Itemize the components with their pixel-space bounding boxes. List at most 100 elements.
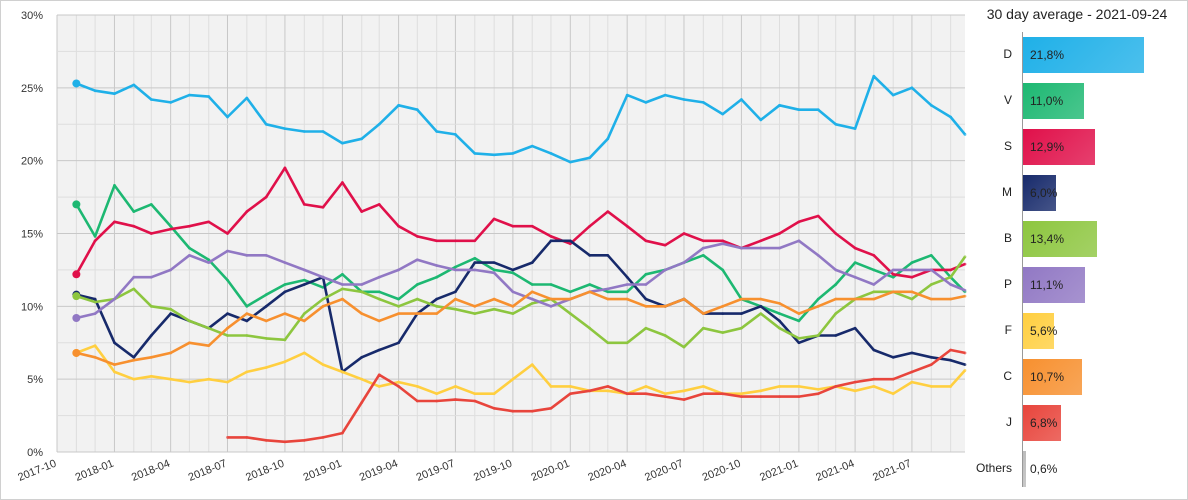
y-tick-label: 5%: [27, 374, 43, 386]
data-point-S: [302, 202, 306, 206]
bar-row-v: V 11,0%: [968, 83, 1186, 119]
data-point-P: [454, 268, 457, 272]
data-point-B: [264, 336, 268, 340]
data-point-P: [549, 304, 553, 308]
data-point-S: [663, 243, 667, 247]
data-point-F: [511, 377, 515, 381]
data-point-B: [644, 326, 648, 330]
data-point-B: [816, 334, 820, 337]
data-point-J: [910, 370, 914, 374]
data-point-J: [549, 406, 553, 410]
data-point-B: [207, 326, 211, 330]
data-point-S: [606, 210, 610, 214]
data-point-F: [568, 385, 572, 388]
data-point-P: [302, 268, 306, 272]
data-point-C: [149, 355, 153, 359]
x-tick-label: 2021-01: [758, 458, 800, 484]
data-point-P: [816, 253, 820, 257]
data-point-D: [740, 98, 743, 101]
data-point-P: [93, 312, 97, 316]
data-point-S: [759, 239, 763, 243]
data-point-C: [721, 304, 725, 308]
bar-row-p: P 11,1%: [968, 267, 1186, 303]
series-start-marker-D: [72, 79, 81, 88]
bar-label: C: [1003, 369, 1012, 383]
data-point-V: [187, 246, 191, 250]
data-point-D: [473, 151, 477, 155]
data-point-C: [93, 355, 97, 359]
bar-m: [1023, 175, 1057, 211]
data-point-B: [949, 275, 953, 279]
data-point-S: [321, 205, 325, 209]
data-point-J: [740, 395, 743, 399]
data-point-C: [549, 297, 553, 301]
data-point-S: [721, 239, 725, 243]
data-point-S: [207, 220, 211, 224]
data-point-F: [682, 389, 686, 393]
data-point-J: [264, 438, 268, 442]
data-point-S: [360, 210, 364, 214]
data-point-C: [187, 341, 191, 345]
data-point-V: [511, 271, 515, 275]
data-point-M: [397, 341, 400, 345]
data-point-P: [721, 242, 725, 246]
series-start-marker-V: [72, 200, 81, 209]
data-point-P: [778, 246, 781, 250]
data-point-P: [321, 275, 325, 279]
data-point-C: [321, 304, 325, 308]
data-point-S: [283, 166, 287, 170]
data-point-C: [701, 312, 705, 316]
x-tick-label: 2018-04: [130, 458, 172, 484]
data-point-V: [721, 268, 725, 272]
data-point-C: [360, 312, 364, 316]
bar-row-b: B 13,4%: [968, 221, 1186, 257]
data-point-D: [834, 122, 838, 126]
data-point-S: [872, 253, 876, 257]
data-point-D: [778, 103, 781, 107]
data-point-S: [891, 272, 895, 276]
data-point-D: [949, 115, 953, 119]
data-point-P: [759, 246, 763, 250]
data-point-B: [340, 287, 344, 291]
data-point-D: [663, 93, 667, 97]
data-point-F: [321, 363, 325, 366]
data-point-S: [963, 262, 967, 266]
data-point-M: [113, 341, 116, 345]
data-point-V: [834, 283, 838, 286]
bar-c: [1023, 359, 1083, 395]
data-point-V: [701, 253, 705, 257]
data-point-F: [435, 392, 439, 396]
data-point-M: [511, 268, 515, 272]
data-point-B: [397, 304, 400, 308]
bar-value-label: 6,0%: [1030, 186, 1058, 200]
bar-d: [1023, 37, 1144, 73]
data-point-C: [454, 297, 457, 301]
data-point-B: [721, 331, 725, 334]
data-point-C: [568, 297, 572, 301]
data-point-D: [759, 118, 763, 122]
data-point-S: [910, 275, 914, 279]
data-point-S: [93, 239, 97, 243]
data-point-B: [149, 304, 153, 308]
bar-value-label: 13,4%: [1030, 232, 1065, 246]
data-point-J: [963, 351, 967, 355]
data-point-J: [588, 389, 592, 393]
data-point-D: [588, 156, 592, 160]
data-point-F: [606, 389, 610, 393]
data-point-C: [929, 297, 933, 301]
data-point-V: [872, 268, 876, 272]
data-point-C: [606, 297, 610, 301]
series-line-C: [76, 290, 966, 366]
data-point-V: [397, 297, 400, 301]
data-point-B: [132, 287, 136, 291]
data-point-P: [435, 264, 439, 267]
data-point-P: [473, 268, 477, 272]
data-point-P: [740, 246, 743, 250]
data-point-D: [816, 108, 820, 112]
data-point-J: [872, 377, 876, 381]
data-point-M: [149, 334, 153, 337]
data-point-P: [797, 239, 801, 243]
data-point-M: [473, 261, 477, 265]
data-point-S: [187, 224, 191, 228]
data-point-V: [302, 278, 306, 282]
